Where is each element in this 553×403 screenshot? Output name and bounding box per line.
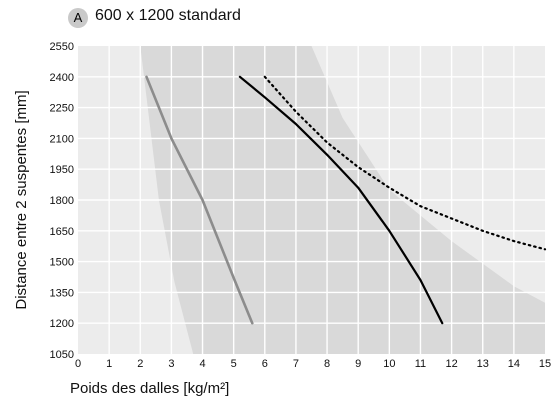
- x-tick-label: 3: [168, 358, 174, 370]
- x-tick-label: 6: [262, 358, 268, 370]
- y-tick-label: 2400: [50, 72, 74, 84]
- x-tick-label: 2: [137, 358, 143, 370]
- y-tick-label: 1200: [50, 318, 74, 330]
- y-tick-label: 1500: [50, 257, 74, 269]
- y-tick-label: 1950: [50, 164, 74, 176]
- x-tick-label: 11: [415, 358, 426, 370]
- x-tick-label: 9: [355, 358, 361, 370]
- x-tick-label: 12: [445, 358, 457, 370]
- x-tick-label: 5: [231, 358, 237, 370]
- y-tick-label: 2100: [50, 133, 74, 145]
- x-axis-label: Poids des dalles [kg/m²]: [70, 380, 229, 397]
- series-grey-line: [145, 75, 254, 325]
- y-axis-label: Distance entre 2 suspentes [mm]: [13, 90, 30, 309]
- y-tick-label: 1650: [50, 226, 74, 238]
- y-tick-label: 1800: [50, 195, 74, 207]
- title-badge: A: [68, 8, 88, 28]
- y-tick-label: 2550: [50, 41, 74, 53]
- x-tick-label: 15: [539, 358, 551, 370]
- x-tick-label: 1: [106, 358, 112, 370]
- x-tick-label: 0: [75, 358, 81, 370]
- series-dotted-line: [263, 75, 547, 251]
- chart-title: 600 x 1200 standard: [95, 7, 241, 24]
- x-tick-label: 13: [477, 358, 489, 370]
- grid: [78, 46, 545, 354]
- x-tick-label: 10: [383, 358, 395, 370]
- y-tick-label: 2250: [50, 103, 74, 115]
- y-tick-label: 1350: [50, 287, 74, 299]
- series-black-line: [238, 75, 444, 325]
- x-tick-label: 7: [293, 358, 299, 370]
- x-tick-label: 8: [324, 358, 330, 370]
- series-group: [145, 75, 547, 325]
- x-tick-label: 14: [508, 358, 520, 370]
- x-tick-label: 4: [199, 358, 205, 370]
- tick-labels: 0 1 2 3 4 5 6 7 8 9 10 11 12 13 14 15105012001350150016…: [50, 41, 552, 370]
- y-tick-label: 1050: [50, 349, 74, 361]
